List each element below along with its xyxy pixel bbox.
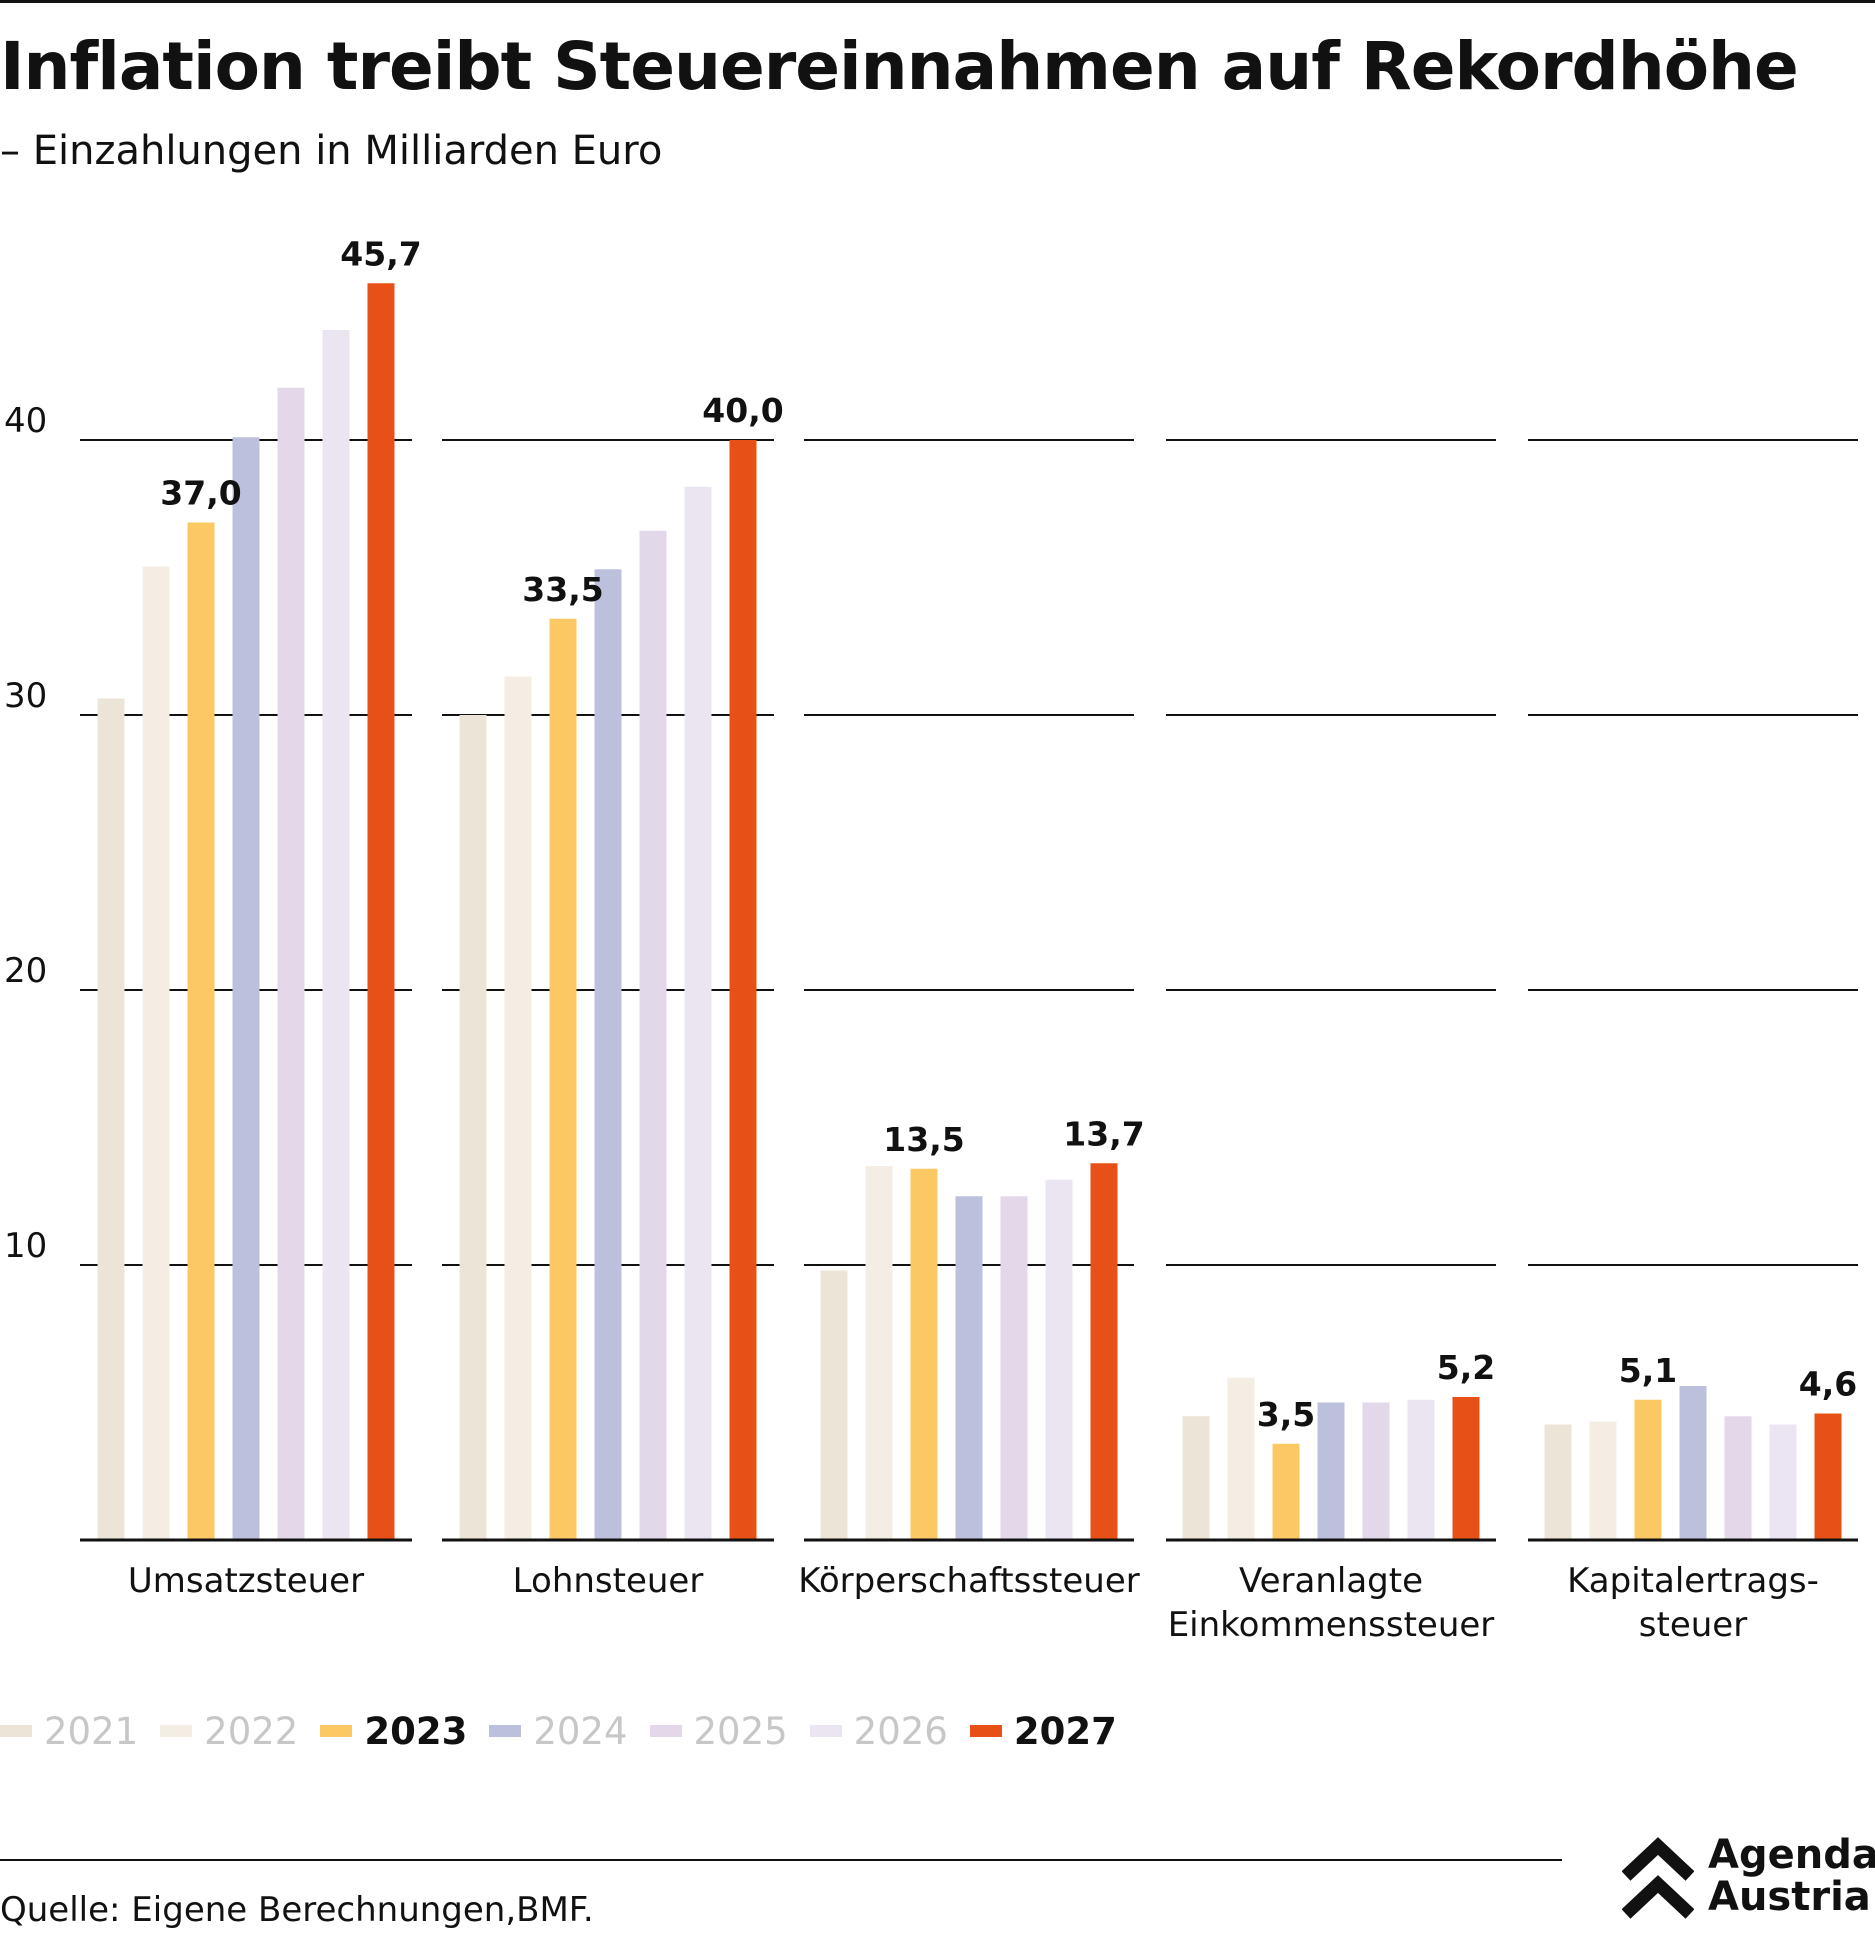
bar-2022	[1589, 1421, 1617, 1540]
y-axis-ticks: 10 20 30 40	[4, 401, 47, 1266]
bar-2021	[1182, 1416, 1210, 1540]
data-label-2027: 4,6	[1799, 1365, 1857, 1404]
data-label-2023: 5,1	[1619, 1351, 1677, 1390]
bar-2025	[277, 387, 305, 1540]
chevron-logo-icon	[1622, 1837, 1694, 1919]
data-label-2023: 13,5	[883, 1120, 964, 1159]
legend-label: 2026	[853, 1709, 948, 1753]
bar-2027	[1452, 1397, 1480, 1540]
bar-2027	[367, 283, 395, 1540]
bar-2025	[1000, 1196, 1028, 1540]
source-note: Quelle: Eigene Berechnungen,BMF.	[0, 1890, 594, 1930]
legend-swatch	[969, 1725, 1002, 1737]
legend-label: 2021	[44, 1709, 139, 1753]
agenda-austria-logo: Agenda Austria	[1622, 1830, 1875, 1930]
bar-2021	[820, 1270, 848, 1540]
legend-item-2024: 2024	[489, 1709, 628, 1753]
bar-2026	[1045, 1179, 1073, 1540]
data-label-2027: 45,7	[340, 234, 421, 273]
bar-2023	[1634, 1399, 1662, 1540]
bar-2024	[955, 1196, 983, 1540]
legend-swatch	[649, 1725, 682, 1737]
bar-2022	[1227, 1377, 1255, 1540]
bar-2025	[639, 530, 667, 1540]
bar-2027	[1814, 1413, 1842, 1540]
legend-item-2023: 2023	[320, 1710, 467, 1753]
category-label: Einkommenssteuer	[1168, 1605, 1495, 1645]
category-label: Umsatzsteuer	[128, 1561, 364, 1601]
data-label-2027: 13,7	[1063, 1114, 1144, 1153]
bar-2026	[684, 486, 712, 1540]
bar-2021	[459, 715, 487, 1540]
bar-2021	[97, 698, 125, 1540]
bar-2023	[1272, 1443, 1300, 1540]
bar-chart: 10 20 30 40 37,0 45,7 33,5 40,0 13,5 13,7 3,5 5,2 5…	[4, 234, 1858, 1645]
y-tick-label: 20	[4, 951, 47, 991]
y-tick-label: 40	[4, 401, 47, 441]
bar-2025	[1724, 1416, 1752, 1540]
legend-item-2027: 2027	[969, 1709, 1117, 1753]
legend-swatch	[809, 1725, 842, 1737]
legend-label: 2022	[204, 1709, 299, 1753]
logo-line-1: Agenda	[1708, 1832, 1875, 1878]
category-labels: Umsatzsteuer Lohnsteuer Körperschaftssteue…	[128, 1561, 1819, 1645]
legend-swatch	[489, 1725, 522, 1737]
category-label: Lohnsteuer	[513, 1561, 704, 1601]
data-label-2023: 3,5	[1257, 1395, 1315, 1434]
chart-title: Inflation treibt Steuereinnahmen auf Rek…	[0, 28, 1799, 105]
top-rule	[0, 0, 1875, 3]
data-label-2027: 40,0	[702, 391, 783, 430]
bar-2027	[729, 440, 757, 1540]
data-labels: 37,0 45,7 33,5 40,0 13,5 13,7 3,5 5,2 5,1 4,6	[160, 234, 1857, 1434]
bar-2026	[1407, 1399, 1435, 1540]
bar-2023	[187, 522, 215, 1540]
legend-label: 2027	[1013, 1709, 1117, 1753]
bar-2024	[1317, 1402, 1345, 1540]
bar-2022	[504, 676, 532, 1540]
bar-2022	[142, 566, 170, 1540]
bar-2026	[322, 330, 350, 1540]
bars	[97, 283, 1842, 1540]
legend-item-2025: 2025	[649, 1709, 788, 1753]
bar-2022	[865, 1166, 893, 1540]
logo-line-2: Austria	[1708, 1874, 1871, 1920]
bar-2024	[594, 569, 622, 1540]
category-label: Veranlagte	[1239, 1561, 1423, 1601]
legend-item-2026: 2026	[809, 1709, 948, 1753]
chart-subtitle: – Einzahlungen in Milliarden Euro	[0, 128, 663, 174]
bar-2026	[1769, 1424, 1797, 1540]
bar-2024	[232, 437, 260, 1540]
data-label-2023: 33,5	[522, 570, 603, 609]
bar-2023	[549, 618, 577, 1540]
y-tick-label: 30	[4, 676, 47, 716]
bar-2023	[910, 1168, 938, 1540]
legend-swatch	[160, 1725, 193, 1737]
bar-2021	[1544, 1424, 1572, 1540]
y-tick-label: 10	[4, 1226, 47, 1266]
bar-2025	[1362, 1402, 1390, 1540]
legend-label: 2023	[364, 1709, 468, 1753]
legend-label: 2025	[693, 1709, 788, 1753]
data-label-2023: 37,0	[160, 474, 241, 513]
legend-label: 2024	[533, 1709, 628, 1753]
category-label: steuer	[1639, 1605, 1747, 1645]
category-label: Kapitalertrags-	[1567, 1561, 1819, 1601]
legend-item-2022: 2022	[160, 1710, 298, 1753]
legend-swatch	[0, 1725, 32, 1737]
legend-swatch	[320, 1725, 353, 1737]
footer-rule	[0, 1859, 1562, 1861]
data-label-2027: 5,2	[1437, 1348, 1495, 1387]
bar-2027	[1090, 1163, 1118, 1540]
legend: 2021 2022 2023 2024 2025 2026 2027	[0, 1705, 1139, 1757]
logo-wordmark: Agenda Austria	[1708, 1834, 1875, 1918]
legend-item-2021: 2021	[0, 1710, 138, 1753]
bar-2024	[1679, 1386, 1707, 1540]
category-label: Körperschaftssteuer	[798, 1561, 1139, 1601]
